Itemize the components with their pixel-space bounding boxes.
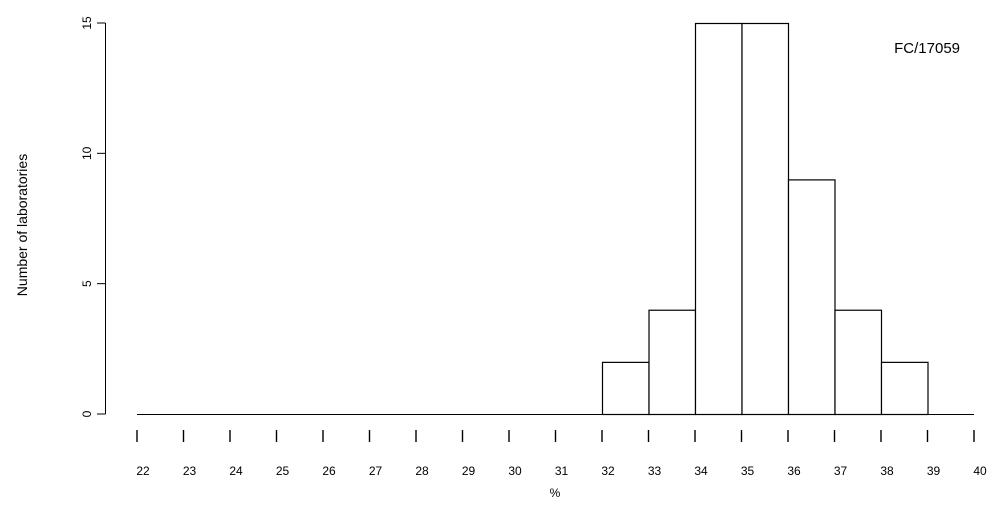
x-tick-label: 38: [880, 464, 894, 478]
histogram-bar: [834, 309, 883, 416]
y-axis-label: Number of laboratories: [14, 154, 30, 296]
x-tick-label: 34: [694, 464, 708, 478]
x-tick-label: 30: [508, 464, 522, 478]
x-tick-label: 39: [927, 464, 941, 478]
x-tick-label: 35: [741, 464, 755, 478]
x-tick-label: 25: [276, 464, 290, 478]
x-tick-label: 33: [648, 464, 662, 478]
x-tick-label: 24: [229, 464, 243, 478]
histogram-bar: [601, 361, 650, 416]
x-tick-label: 28: [415, 464, 429, 478]
y-tick-label: 0: [80, 410, 94, 417]
chart-annotation: FC/17059: [894, 40, 960, 57]
histogram-bar: [880, 361, 929, 416]
x-tick-label: 37: [834, 464, 848, 478]
x-tick-label: 22: [136, 464, 150, 478]
x-axis: 22 23 24 25 26 27 28 29 30 31 32 33 34 35 36 37 38 39 40: [136, 430, 987, 478]
x-tick-label: 27: [369, 464, 383, 478]
x-tick-label: 31: [555, 464, 569, 478]
x-tick-label: 23: [183, 464, 197, 478]
x-tick-label: 40: [973, 464, 987, 478]
y-tick-label: 10: [80, 146, 94, 160]
y-axis: 0 5 10 15: [80, 16, 106, 417]
histogram-bar: [648, 309, 697, 416]
bars-group: [601, 22, 929, 416]
histogram-bar: [741, 22, 790, 416]
histogram-bar: [694, 22, 743, 416]
x-axis-label: %: [550, 486, 561, 500]
x-tick-label: 29: [462, 464, 476, 478]
x-tick-label: 32: [601, 464, 615, 478]
y-tick-label: 15: [80, 16, 94, 30]
y-tick-label: 5: [80, 280, 94, 287]
histogram-bar: [787, 179, 836, 416]
x-tick-label: 36: [787, 464, 801, 478]
x-tick-label: 26: [322, 464, 336, 478]
